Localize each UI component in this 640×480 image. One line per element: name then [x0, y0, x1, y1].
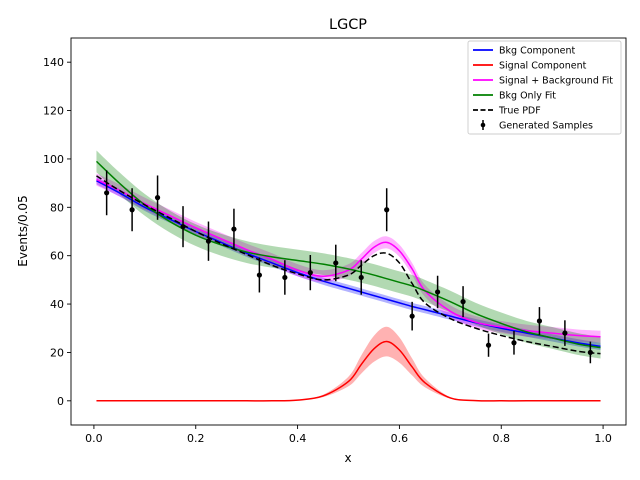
sample-point	[562, 330, 568, 336]
legend-swatch-marker	[480, 122, 486, 128]
generated-sample-points	[104, 170, 593, 364]
sample-point	[205, 238, 212, 244]
plot-frame	[70, 37, 627, 426]
sample-point	[409, 313, 415, 319]
x-tick-label: 0.0	[85, 432, 103, 445]
sample-point	[485, 342, 492, 348]
x-tick-label: 0.4	[289, 432, 307, 445]
legend-label-signal-background-fit: Signal + Background Fit	[499, 76, 613, 87]
sample-point	[307, 270, 313, 276]
confidence-bands	[96, 150, 601, 401]
x-axis-ticks: 0.0 0.2 0.4 0.6 0.8 1.0	[85, 425, 612, 445]
y-tick-label: 140	[43, 56, 64, 69]
sample-point	[282, 274, 288, 281]
sample-point	[460, 299, 466, 305]
y-axis-label: Events/0.05	[16, 195, 30, 266]
sample-point	[231, 226, 237, 232]
legend-label-bkg-component: Bkg Component	[499, 46, 575, 57]
line-signal-background-fit	[96, 178, 601, 338]
y-tick-label: 40	[50, 298, 64, 311]
y-tick-label: 60	[50, 250, 64, 263]
band-signal-component	[96, 326, 601, 401]
sample-point	[536, 318, 543, 324]
y-axis-ticks: 0 20 40 60 80 100 120 140	[43, 56, 71, 408]
sample-point	[511, 340, 517, 346]
series-lines	[95, 160, 601, 402]
x-axis-label: x	[344, 451, 351, 465]
legend: Bkg Component Signal Component Signal + Ba…	[467, 40, 622, 135]
sample-point	[129, 207, 135, 213]
legend-label-generated-samples: Generated Samples	[499, 121, 593, 132]
sample-point	[358, 274, 364, 281]
sample-point	[256, 272, 262, 278]
line-bkg-only-fit	[95, 160, 601, 349]
sample-point	[104, 190, 110, 196]
y-tick-label: 80	[50, 201, 64, 214]
sample-point	[154, 195, 161, 201]
sample-point	[333, 260, 339, 266]
x-tick-label: 0.2	[187, 432, 205, 445]
x-tick-label: 0.8	[493, 432, 511, 445]
line-signal-component	[96, 340, 601, 402]
sample-point	[180, 224, 186, 230]
y-tick-label: 20	[50, 346, 64, 359]
y-tick-label: 100	[43, 153, 64, 166]
legend-label-true-pdf: True PDF	[498, 106, 541, 117]
band-bkg-only-fit	[96, 150, 601, 359]
legend-label-signal-component: Signal Component	[499, 61, 587, 72]
line-true-pdf	[96, 175, 601, 355]
legend-label-bkg-only-fit: Bkg Only Fit	[499, 91, 556, 102]
sample-point	[587, 349, 593, 356]
y-tick-label: 120	[43, 105, 64, 118]
chart-title: LGCP	[329, 17, 367, 33]
sample-point	[384, 207, 390, 213]
x-tick-label: 0.6	[391, 432, 409, 445]
x-tick-label: 1.0	[594, 432, 612, 445]
legend-box	[467, 40, 622, 135]
y-tick-label: 0	[57, 395, 64, 408]
sample-point	[435, 289, 441, 295]
